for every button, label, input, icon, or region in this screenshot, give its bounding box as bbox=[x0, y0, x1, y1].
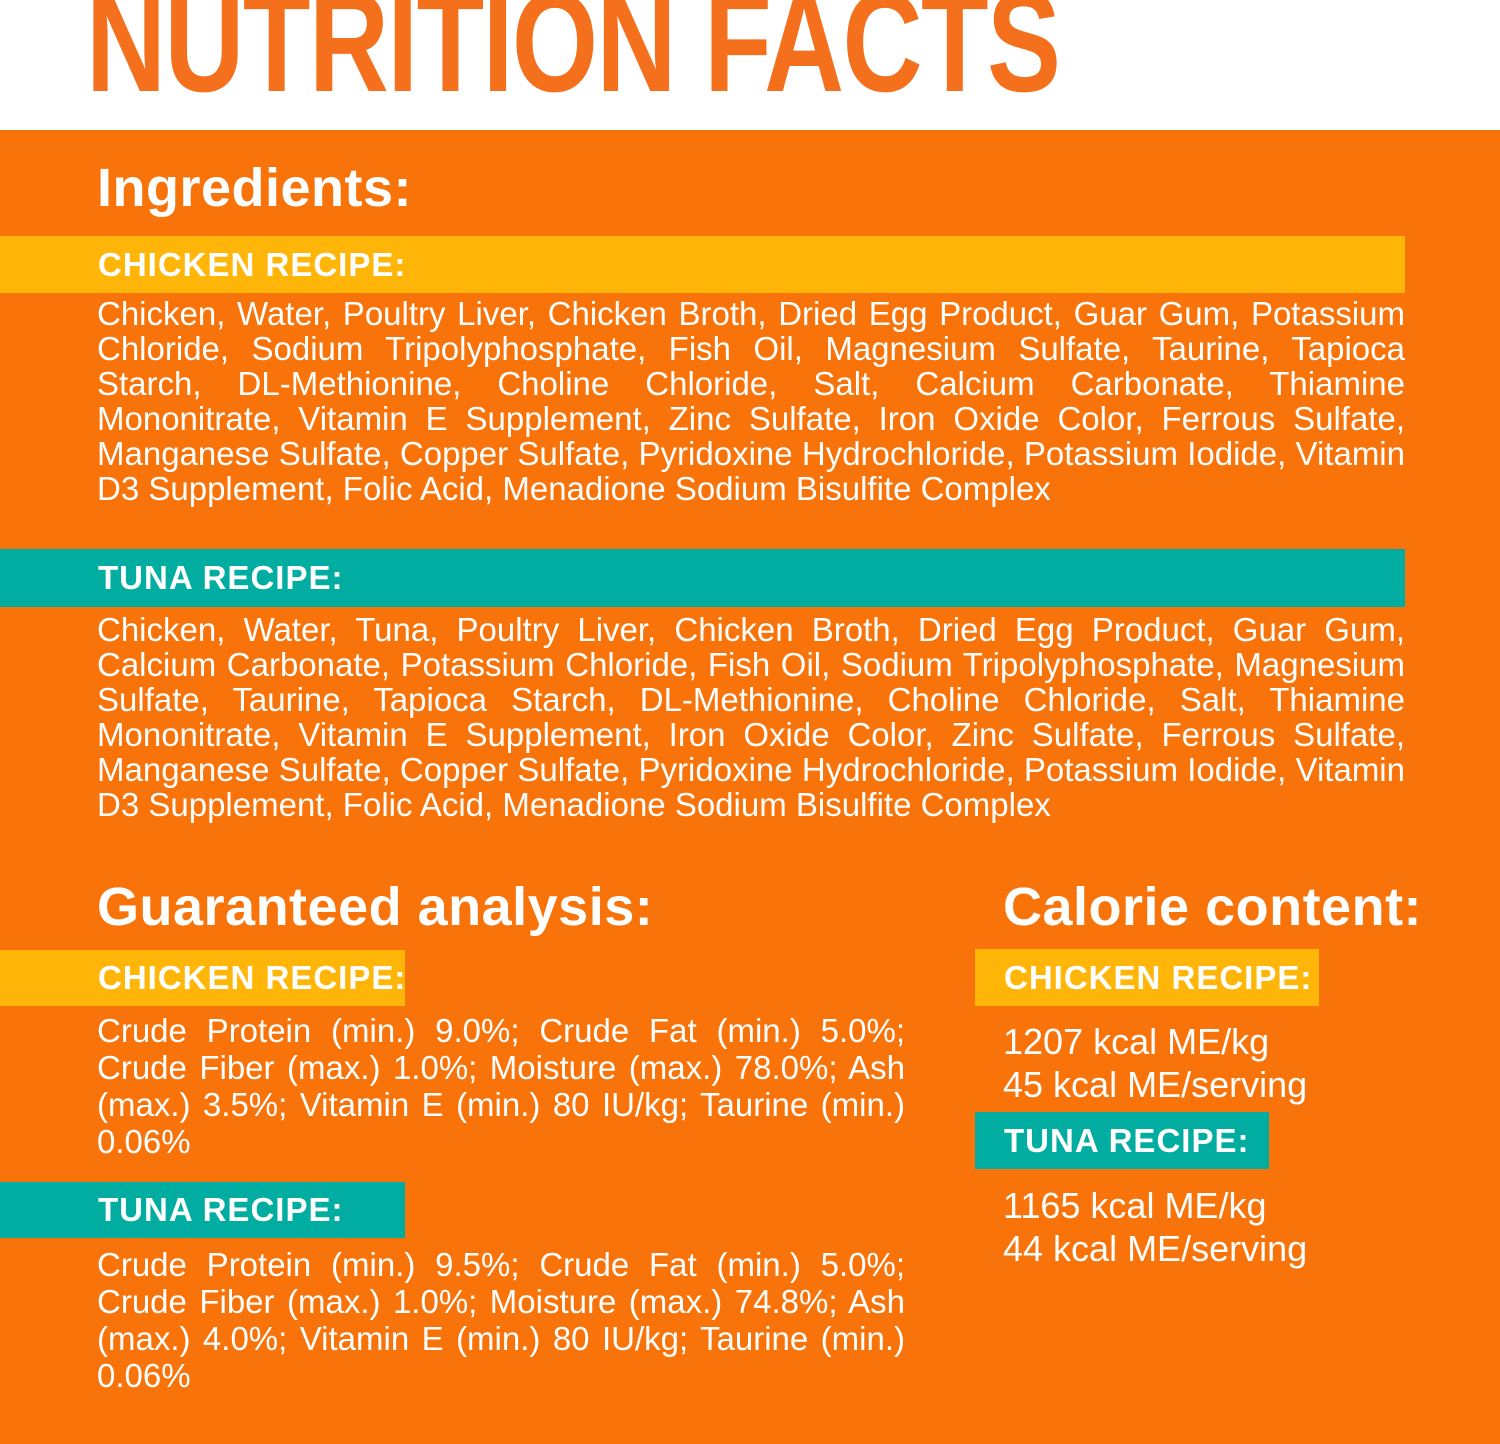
analysis-tuna-recipe-label: TUNA RECIPE: bbox=[98, 1191, 344, 1228]
calorie-chicken-kcal-per-kg: 1207 kcal ME/kg bbox=[1003, 1021, 1270, 1062]
ingredients-tuna-text: Chicken, Water, Tuna, Poultry Liver, Chi… bbox=[97, 611, 1405, 823]
calorie-tuna-kcal-per-kg: 1165 kcal ME/kg bbox=[1003, 1185, 1267, 1226]
analysis-tuna-recipe-band: TUNA RECIPE: bbox=[0, 1182, 405, 1238]
page-title: NUTRITION FACTS bbox=[86, 0, 1061, 122]
analysis-chicken-text: Crude Protein (min.) 9.0%; Crude Fat (mi… bbox=[97, 1012, 905, 1160]
ingredients-chicken-recipe-band: CHICKEN RECIPE: bbox=[0, 236, 1405, 293]
calorie-chicken-recipe-label: CHICKEN RECIPE: bbox=[1004, 958, 1313, 996]
ingredients-chicken-text: Chicken, Water, Poultry Liver, Chicken B… bbox=[97, 295, 1405, 507]
ingredients-chicken-recipe-label: CHICKEN RECIPE: bbox=[98, 245, 407, 283]
analysis-chicken-recipe-band: CHICKEN RECIPE: bbox=[0, 950, 405, 1006]
calorie-tuna-recipe-label: TUNA RECIPE: bbox=[1004, 1121, 1250, 1159]
calorie-tuna-kcal-per-serving: 44 kcal ME/serving bbox=[1003, 1228, 1308, 1269]
analysis-chicken-recipe-label: CHICKEN RECIPE: bbox=[98, 959, 407, 996]
analysis-tuna-text: Crude Protein (min.) 9.5%; Crude Fat (mi… bbox=[97, 1246, 905, 1394]
calorie-tuna-values: 1165 kcal ME/kg 44 kcal ME/serving bbox=[1003, 1184, 1307, 1270]
ingredients-tuna-recipe-band: TUNA RECIPE: bbox=[0, 549, 1405, 607]
calorie-tuna-recipe-band: TUNA RECIPE: bbox=[975, 1112, 1269, 1169]
title-band: NUTRITION FACTS bbox=[0, 0, 1500, 130]
ingredients-tuna-recipe-label: TUNA RECIPE: bbox=[98, 559, 344, 596]
calorie-chicken-kcal-per-serving: 45 kcal ME/serving bbox=[1003, 1064, 1308, 1105]
calorie-content-heading: Calorie content: bbox=[1003, 877, 1423, 937]
ingredients-heading: Ingredients: bbox=[97, 158, 413, 218]
calorie-chicken-values: 1207 kcal ME/kg 45 kcal ME/serving bbox=[1003, 1020, 1307, 1106]
calorie-chicken-recipe-band: CHICKEN RECIPE: bbox=[975, 949, 1319, 1006]
guaranteed-analysis-heading: Guaranteed analysis: bbox=[97, 877, 654, 937]
